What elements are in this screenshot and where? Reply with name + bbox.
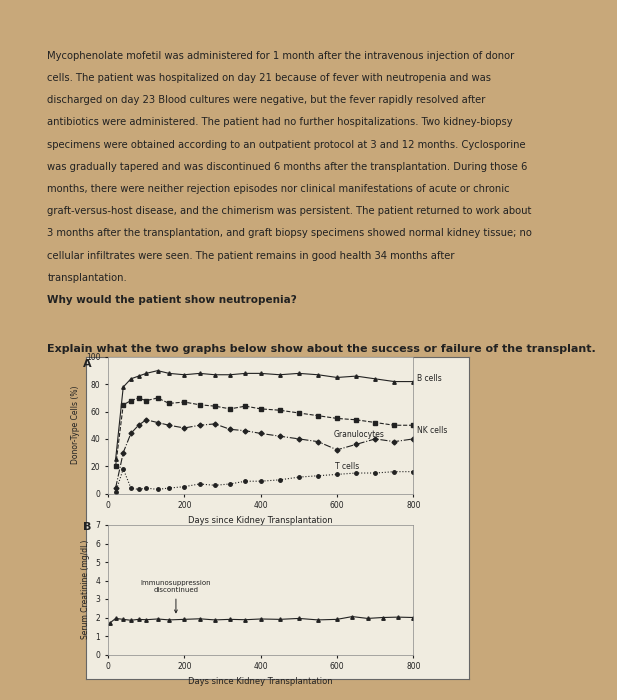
Text: B: B — [83, 522, 92, 531]
Text: B cells: B cells — [417, 374, 442, 384]
Text: A: A — [83, 359, 92, 369]
Text: specimens were obtained according to an outpatient protocol at 3 and 12 months. : specimens were obtained according to an … — [48, 140, 526, 150]
Text: cells. The patient was hospitalized on day 21 because of fever with neutropenia : cells. The patient was hospitalized on d… — [48, 73, 491, 83]
X-axis label: Days since Kidney Transplantation: Days since Kidney Transplantation — [188, 516, 333, 525]
Text: graft-versus-host disease, and the chimerism was persistent. The patient returne: graft-versus-host disease, and the chime… — [48, 206, 532, 216]
Text: Granulocytes: Granulocytes — [333, 430, 384, 440]
Text: was gradually tapered and was discontinued 6 months after the transplantation. D: was gradually tapered and was discontinu… — [48, 162, 528, 172]
Text: Explain what the two graphs below show about the success or failure of the trans: Explain what the two graphs below show a… — [48, 344, 596, 354]
Text: 3 months after the transplantation, and graft biopsy specimens showed normal kid: 3 months after the transplantation, and … — [48, 228, 532, 239]
Text: NK cells: NK cells — [417, 426, 447, 435]
Text: T cells: T cells — [335, 462, 359, 470]
Y-axis label: Donor-Type Cells (%): Donor-Type Cells (%) — [72, 386, 80, 465]
Text: months, there were neither rejection episodes nor clinical manifestations of acu: months, there were neither rejection epi… — [48, 184, 510, 194]
Text: transplantation.: transplantation. — [48, 273, 127, 283]
X-axis label: Days since Kidney Transplantation: Days since Kidney Transplantation — [188, 677, 333, 686]
Text: Why would the patient show neutropenia?: Why would the patient show neutropenia? — [48, 295, 297, 305]
Y-axis label: Serum Creatinine (mg/dL): Serum Creatinine (mg/dL) — [81, 540, 90, 639]
Text: discharged on day 23 Blood cultures were negative, but the fever rapidly resolve: discharged on day 23 Blood cultures were… — [48, 95, 486, 105]
Text: Immunosuppression
discontinued: Immunosuppression discontinued — [141, 580, 211, 612]
Text: antibiotics were administered. The patient had no further hospitalizations. Two : antibiotics were administered. The patie… — [48, 118, 513, 127]
Text: cellular infiltrates were seen. The patient remains in good health 34 months aft: cellular infiltrates were seen. The pati… — [48, 251, 455, 260]
Text: Mycophenolate mofetil was administered for 1 month after the intravenous injecti: Mycophenolate mofetil was administered f… — [48, 51, 515, 61]
